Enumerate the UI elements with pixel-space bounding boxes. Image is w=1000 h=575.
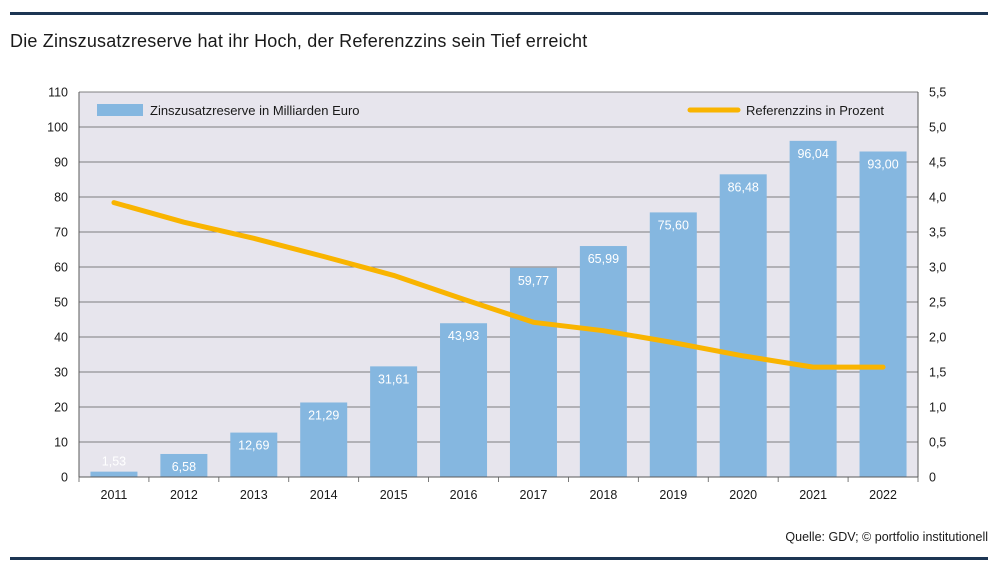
x-tick-label: 2014: [310, 488, 338, 502]
bar: [90, 471, 138, 477]
right-tick-label: 2,0: [929, 331, 946, 345]
top-rule: [10, 12, 988, 15]
bar: [230, 432, 278, 477]
bar-value-label: 96,04: [797, 147, 828, 161]
right-axis-ticks: 0 0,5 1,0 1,5 2,0 2,5 3,0 3,5 4,0 4,5 5,0 5,5: [929, 86, 946, 485]
source-note: Quelle: GDV; © portfolio institutionell: [785, 530, 988, 544]
x-tick-label: 2015: [380, 488, 408, 502]
bar: [789, 140, 837, 478]
right-tick-label: 2,5: [929, 296, 946, 310]
legend-bar-swatch: [97, 104, 143, 116]
bar-value-label: 75,60: [658, 218, 689, 232]
legend: Zinszusatzreserve in Milliarden Euro Ref…: [97, 103, 884, 118]
bar-value-label: 65,99: [588, 252, 619, 266]
left-tick-label: 10: [54, 436, 68, 450]
bar-value-label: 1,53: [102, 455, 126, 469]
axis-lines: [78, 92, 919, 478]
x-tick-label: 2022: [869, 488, 897, 502]
right-tick-label: 1,5: [929, 366, 946, 380]
chart-title: Die Zinszusatzreserve hat ihr Hoch, der …: [10, 31, 588, 51]
bar-value-label: 31,61: [378, 372, 409, 386]
x-axis-ticks: 2011 2012 2013 2014 2015 2016 2017 2018 2019 2020…: [78, 477, 919, 502]
bar-value-label: 93,00: [867, 158, 898, 172]
bar-value-label: 43,93: [448, 329, 479, 343]
bar: [300, 402, 348, 477]
x-tick-label: 2018: [589, 488, 617, 502]
left-tick-label: 20: [54, 401, 68, 415]
bar-value-label: 6,58: [172, 460, 196, 474]
x-tick-label: 2019: [659, 488, 687, 502]
left-tick-label: 60: [54, 261, 68, 275]
left-tick-label: 70: [54, 226, 68, 240]
line-path: [111, 200, 886, 370]
bar: [440, 323, 488, 477]
left-tick-label: 30: [54, 366, 68, 380]
left-tick-label: 40: [54, 331, 68, 345]
right-tick-label: 4,0: [929, 191, 946, 205]
x-tick-label: 2020: [729, 488, 757, 502]
left-tick-label: 80: [54, 191, 68, 205]
left-tick-label: 100: [47, 121, 68, 135]
right-tick-label: 5,5: [929, 86, 946, 100]
bar-value-label: 59,77: [518, 274, 549, 288]
right-tick-label: 3,0: [929, 261, 946, 275]
left-tick-label: 50: [54, 296, 68, 310]
bar: [859, 151, 907, 477]
bar-value-label: 12,69: [238, 439, 269, 453]
bar: [160, 453, 208, 477]
right-tick-label: 0,5: [929, 436, 946, 450]
x-tick-label: 2013: [240, 488, 268, 502]
bar: [509, 267, 557, 477]
legend-bar-label: Zinszusatzreserve in Milliarden Euro: [150, 103, 360, 118]
bar: [719, 174, 767, 477]
bar-value-label: 21,29: [308, 408, 339, 422]
bottom-rule: [10, 557, 988, 560]
right-tick-label: 3,5: [929, 226, 946, 240]
bar: [370, 366, 418, 477]
x-tick-label: 2017: [520, 488, 548, 502]
left-tick-label: 110: [48, 86, 68, 100]
right-tick-label: 0: [929, 471, 936, 485]
left-tick-label: 0: [61, 471, 68, 485]
plot-background: [79, 92, 918, 477]
x-tick-label: 2012: [170, 488, 198, 502]
x-tick-label: 2016: [450, 488, 478, 502]
right-tick-label: 1,0: [929, 401, 946, 415]
bar-value-labels: 1,53 6,58 12,69 21,29 31,61 43,93 59,77 65,99 75…: [102, 147, 899, 474]
right-tick-label: 4,5: [929, 156, 946, 170]
left-axis-ticks: 0 10 20 30 40 50 60 70 80 90 100 110: [47, 86, 68, 485]
left-tick-label: 90: [54, 156, 68, 170]
bar: [579, 246, 627, 477]
x-tick-label: 2011: [101, 488, 128, 502]
line-series: [111, 200, 886, 370]
bar-value-label: 86,48: [728, 180, 759, 194]
x-tick-label: 2021: [799, 488, 827, 502]
legend-line-label: Referenzzins in Prozent: [746, 103, 884, 118]
right-tick-label: 5,0: [929, 121, 946, 135]
bar-series: [90, 140, 907, 478]
